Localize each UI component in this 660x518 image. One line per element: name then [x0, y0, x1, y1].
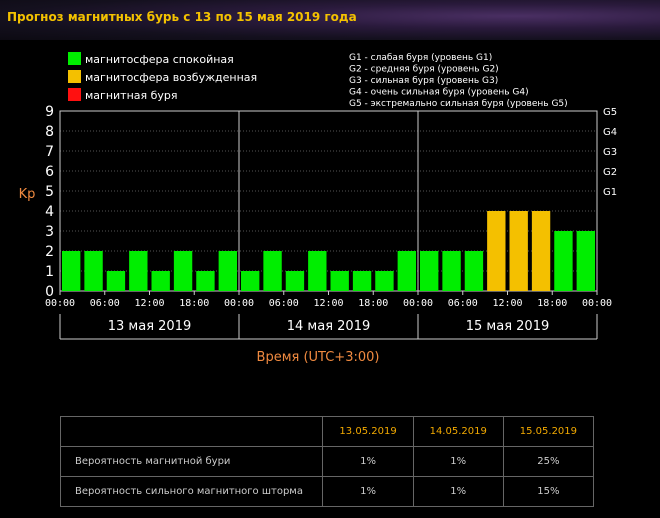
storm-legend-item: G5 - экстремально сильная буря (уровень …	[349, 99, 568, 109]
kp-bar	[554, 231, 573, 291]
legend-label-excited: магнитосфера возбужденная	[85, 71, 257, 84]
kp-bar	[285, 271, 305, 291]
table-cell: 1%	[322, 476, 414, 507]
kp-bar	[84, 251, 103, 291]
x-tick-label: 18:00	[179, 298, 209, 309]
legend-label-storm: магнитная буря	[85, 89, 178, 102]
x-tick-label: 12:00	[313, 298, 343, 309]
g-level-label: G2	[603, 167, 617, 178]
table-cell: 1%	[412, 446, 504, 477]
table-header-date: 14.05.2019	[412, 416, 504, 447]
kp-bar	[352, 271, 372, 291]
kp-bar	[263, 251, 282, 291]
kp-bar	[196, 271, 215, 291]
header-bar: Прогноз магнитных бурь с 13 по 15 мая 20…	[0, 0, 660, 40]
table-header-date: 15.05.2019	[502, 416, 595, 447]
kp-bar	[330, 271, 349, 291]
y-axis-title: Kp	[19, 187, 36, 202]
legend-swatch-calm	[68, 52, 81, 65]
x-tick-label: 06:00	[90, 298, 120, 309]
kp-bar	[308, 251, 327, 291]
g-level-label: G4	[603, 127, 617, 138]
y-tick-label: 1	[45, 264, 54, 280]
page-title: Прогноз магнитных бурь с 13 по 15 мая 20…	[7, 10, 357, 24]
storm-legend-item: G3 - сильная буря (уровень G3)	[349, 76, 498, 86]
x-tick-label: 12:00	[492, 298, 522, 309]
kp-bar	[397, 251, 416, 291]
legend-swatch-storm	[68, 88, 81, 101]
y-tick-label: 4	[45, 204, 54, 220]
storm-legend-item: G4 - очень сильная буря (уровень G4)	[349, 88, 529, 98]
y-tick-label: 3	[45, 224, 54, 240]
kp-bar	[241, 271, 260, 291]
kp-chart: магнитосфера спокойная магнитосфера возбу…	[19, 52, 617, 365]
y-tick-label: 8	[45, 124, 54, 140]
table-row: Вероятность сильного магнитного шторма 1…	[59, 476, 595, 507]
legend-label-calm: магнитосфера спокойная	[85, 53, 234, 66]
x-tick-label: 18:00	[537, 298, 567, 309]
kp-bar	[464, 251, 484, 291]
kp-bar	[173, 251, 193, 291]
kp-bar	[442, 251, 461, 291]
x-tick-label: 00:00	[582, 298, 612, 309]
x-tick-label: 00:00	[224, 298, 254, 309]
kp-bar	[218, 251, 237, 291]
storm-legend-item: G2 - средняя буря (уровень G2)	[349, 65, 499, 75]
x-tick-label: 18:00	[358, 298, 388, 309]
y-tick-label: 9	[45, 104, 54, 120]
day-label: 14 мая 2019	[287, 319, 370, 334]
kp-bar	[509, 211, 528, 291]
kp-bar	[129, 251, 148, 291]
g-level-label: G5	[603, 107, 617, 118]
x-tick-label: 00:00	[403, 298, 433, 309]
table-header-cell	[59, 416, 324, 447]
storm-legend-item: G1 - слабая буря (уровень G1)	[349, 53, 492, 63]
kp-bar	[487, 211, 506, 291]
table-cell: 25%	[502, 446, 595, 477]
g-level-label: G1	[603, 187, 617, 198]
kp-bar	[62, 251, 81, 291]
y-tick-label: 0	[45, 284, 54, 300]
kp-bar	[375, 271, 394, 291]
x-tick-label: 06:00	[269, 298, 299, 309]
x-tick-label: 00:00	[45, 298, 75, 309]
y-tick-label: 5	[45, 184, 54, 200]
kp-bar	[151, 271, 170, 291]
y-tick-label: 7	[45, 144, 54, 160]
table-cell: 1%	[412, 476, 504, 507]
day-label: 15 мая 2019	[466, 319, 549, 334]
x-axis-title: Время (UTC+3:00)	[257, 350, 380, 365]
table-header-date: 13.05.2019	[322, 416, 414, 447]
table-cell: 1%	[322, 446, 414, 477]
g-level-label: G3	[603, 147, 617, 158]
day-label: 13 мая 2019	[108, 319, 191, 334]
x-tick-label: 06:00	[448, 298, 478, 309]
probability-table: 13.05.2019 14.05.2019 15.05.2019 Вероятн…	[59, 416, 595, 507]
kp-bar	[531, 211, 551, 291]
legend-swatch-excited	[68, 70, 81, 83]
table-row: Вероятность магнитной бури 1% 1% 25%	[59, 446, 595, 477]
x-tick-label: 12:00	[134, 298, 164, 309]
kp-bar	[106, 271, 126, 291]
y-tick-label: 2	[45, 244, 54, 260]
table-row-label: Вероятность магнитной бури	[59, 446, 324, 477]
table-cell: 15%	[502, 476, 595, 507]
kp-bar	[420, 251, 439, 291]
table-header-row: 13.05.2019 14.05.2019 15.05.2019	[59, 416, 595, 447]
y-tick-label: 6	[45, 164, 54, 180]
table-row-label: Вероятность сильного магнитного шторма	[59, 476, 324, 507]
kp-bar	[576, 231, 595, 291]
